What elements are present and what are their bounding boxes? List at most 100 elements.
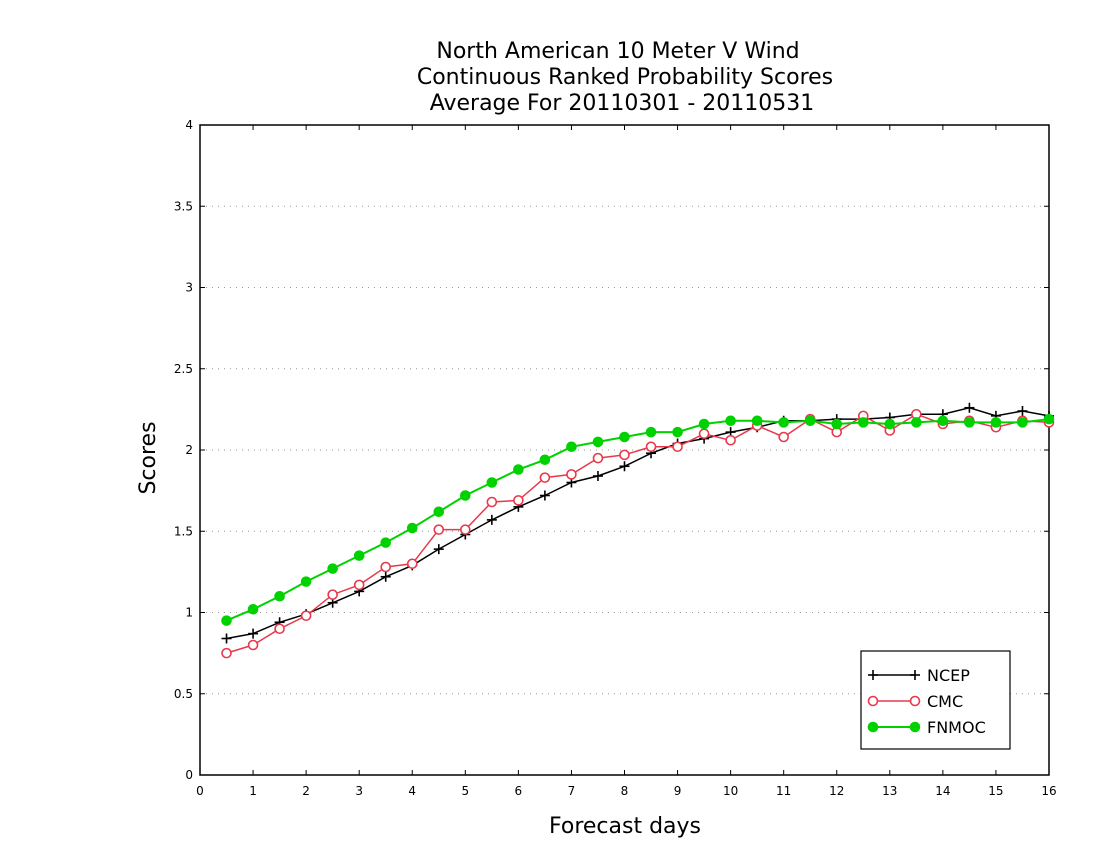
point-fnmoc <box>513 464 524 475</box>
point-fnmoc <box>592 436 604 448</box>
y-tick-label: 1.5 <box>174 524 193 538</box>
point-cmc <box>778 431 789 443</box>
point-fnmoc <box>353 550 365 561</box>
point-cmc <box>353 579 365 591</box>
point-fnmoc <box>645 426 657 438</box>
series-fnmoc <box>221 413 1055 626</box>
y-tick-label: 2.5 <box>174 362 193 376</box>
point-fnmoc <box>751 415 763 427</box>
point-fnmoc <box>1017 417 1028 428</box>
point-fnmoc <box>539 454 551 466</box>
x-tick-label: 13 <box>882 784 897 798</box>
x-tick-label: 4 <box>408 784 416 798</box>
y-tick-label: 3 <box>185 281 193 295</box>
x-tick-label: 1 <box>249 784 257 798</box>
point-cmc <box>698 428 710 440</box>
point-cmc <box>645 441 657 453</box>
series-line-fnmoc <box>226 418 1050 622</box>
point-ncep <box>486 514 497 525</box>
x-tick-label: 5 <box>461 784 469 798</box>
x-tick-label: 16 <box>1041 784 1056 798</box>
point-cmc <box>247 639 259 651</box>
x-tick-label: 9 <box>674 784 682 798</box>
point-ncep <box>592 471 603 481</box>
x-tick-label: 6 <box>515 784 523 798</box>
point-cmc <box>460 524 471 535</box>
point-cmc <box>221 647 232 659</box>
point-fnmoc <box>804 415 816 427</box>
legend-item-ncep: NCEP <box>868 666 970 685</box>
point-fnmoc <box>406 522 418 534</box>
point-fnmoc <box>884 418 896 430</box>
x-tick-label: 0 <box>196 784 204 798</box>
point-cmc <box>672 441 683 453</box>
legend-label-ncep: NCEP <box>927 666 970 685</box>
point-fnmoc <box>964 417 975 428</box>
point-ncep <box>619 461 630 472</box>
point-fnmoc <box>672 426 683 438</box>
point-fnmoc <box>221 615 232 626</box>
point-fnmoc <box>380 537 392 548</box>
x-tick-label: 12 <box>829 784 844 798</box>
point-fnmoc <box>619 431 630 443</box>
legend-marker-left <box>867 695 879 707</box>
x-tick-label: 15 <box>988 784 1003 798</box>
y-tick-label: 3.5 <box>174 199 193 213</box>
point-fnmoc <box>778 417 789 428</box>
x-tick-label: 3 <box>355 784 363 798</box>
y-tick-label: 0 <box>185 768 193 782</box>
point-fnmoc <box>300 576 312 587</box>
legend-label-cmc: CMC <box>927 692 963 711</box>
y-tick-label: 1 <box>185 606 193 620</box>
chart-title-line-3: Average For 20110301 - 20110531 <box>430 91 815 116</box>
legend-marker-left <box>867 721 879 733</box>
legend-marker-right <box>909 721 921 733</box>
chart-title-line-2: Continuous Ranked Probability Scores <box>417 65 833 90</box>
point-fnmoc <box>831 418 843 430</box>
point-fnmoc <box>911 417 922 428</box>
x-tick-label: 10 <box>723 784 738 798</box>
legend-item-fnmoc: FNMOC <box>867 718 986 737</box>
point-fnmoc <box>486 477 498 488</box>
point-cmc <box>539 472 551 483</box>
point-ncep <box>433 544 444 555</box>
x-tick-label: 8 <box>621 784 629 798</box>
legend-label-fnmoc: FNMOC <box>927 718 986 737</box>
y-tick-label: 0.5 <box>174 687 193 701</box>
series-ncep <box>221 402 1054 644</box>
x-tick-label: 7 <box>568 784 576 798</box>
point-ncep <box>248 628 259 639</box>
legend-item-cmc: CMC <box>867 692 963 711</box>
point-cmc <box>513 495 524 506</box>
x-axis-label: Forecast days <box>549 814 701 839</box>
y-axis-label: Scores <box>136 421 161 494</box>
legend-marker-right <box>909 695 921 707</box>
point-cmc <box>566 469 577 480</box>
legend: NCEP CMC FNMOC <box>860 650 1011 750</box>
point-fnmoc <box>460 490 471 501</box>
point-fnmoc <box>247 603 259 615</box>
point-fnmoc <box>566 441 577 453</box>
point-fnmoc <box>433 506 445 518</box>
point-cmc <box>300 610 312 622</box>
point-ncep <box>964 402 975 413</box>
point-cmc <box>327 589 338 600</box>
point-fnmoc <box>274 590 285 602</box>
y-tick-label: 4 <box>185 118 193 132</box>
series-group <box>221 402 1055 659</box>
point-fnmoc <box>937 415 949 427</box>
point-fnmoc <box>990 417 1002 428</box>
legend-marker-right <box>910 670 920 680</box>
point-cmc <box>274 623 285 635</box>
series-cmc <box>221 408 1055 659</box>
point-fnmoc <box>725 415 736 427</box>
point-fnmoc <box>327 563 338 574</box>
point-cmc <box>433 524 445 535</box>
chart-title-line-1: North American 10 Meter V Wind <box>436 39 799 64</box>
point-cmc <box>380 561 392 573</box>
point-fnmoc <box>698 418 710 430</box>
axis-ticks: 0 1 2 3 4 5 6 7 8 9 10 11 12 13 14 15 1600.511.522.533.5… <box>174 118 1057 798</box>
x-tick-label: 2 <box>302 784 310 798</box>
series-line-ncep <box>226 407 1050 640</box>
